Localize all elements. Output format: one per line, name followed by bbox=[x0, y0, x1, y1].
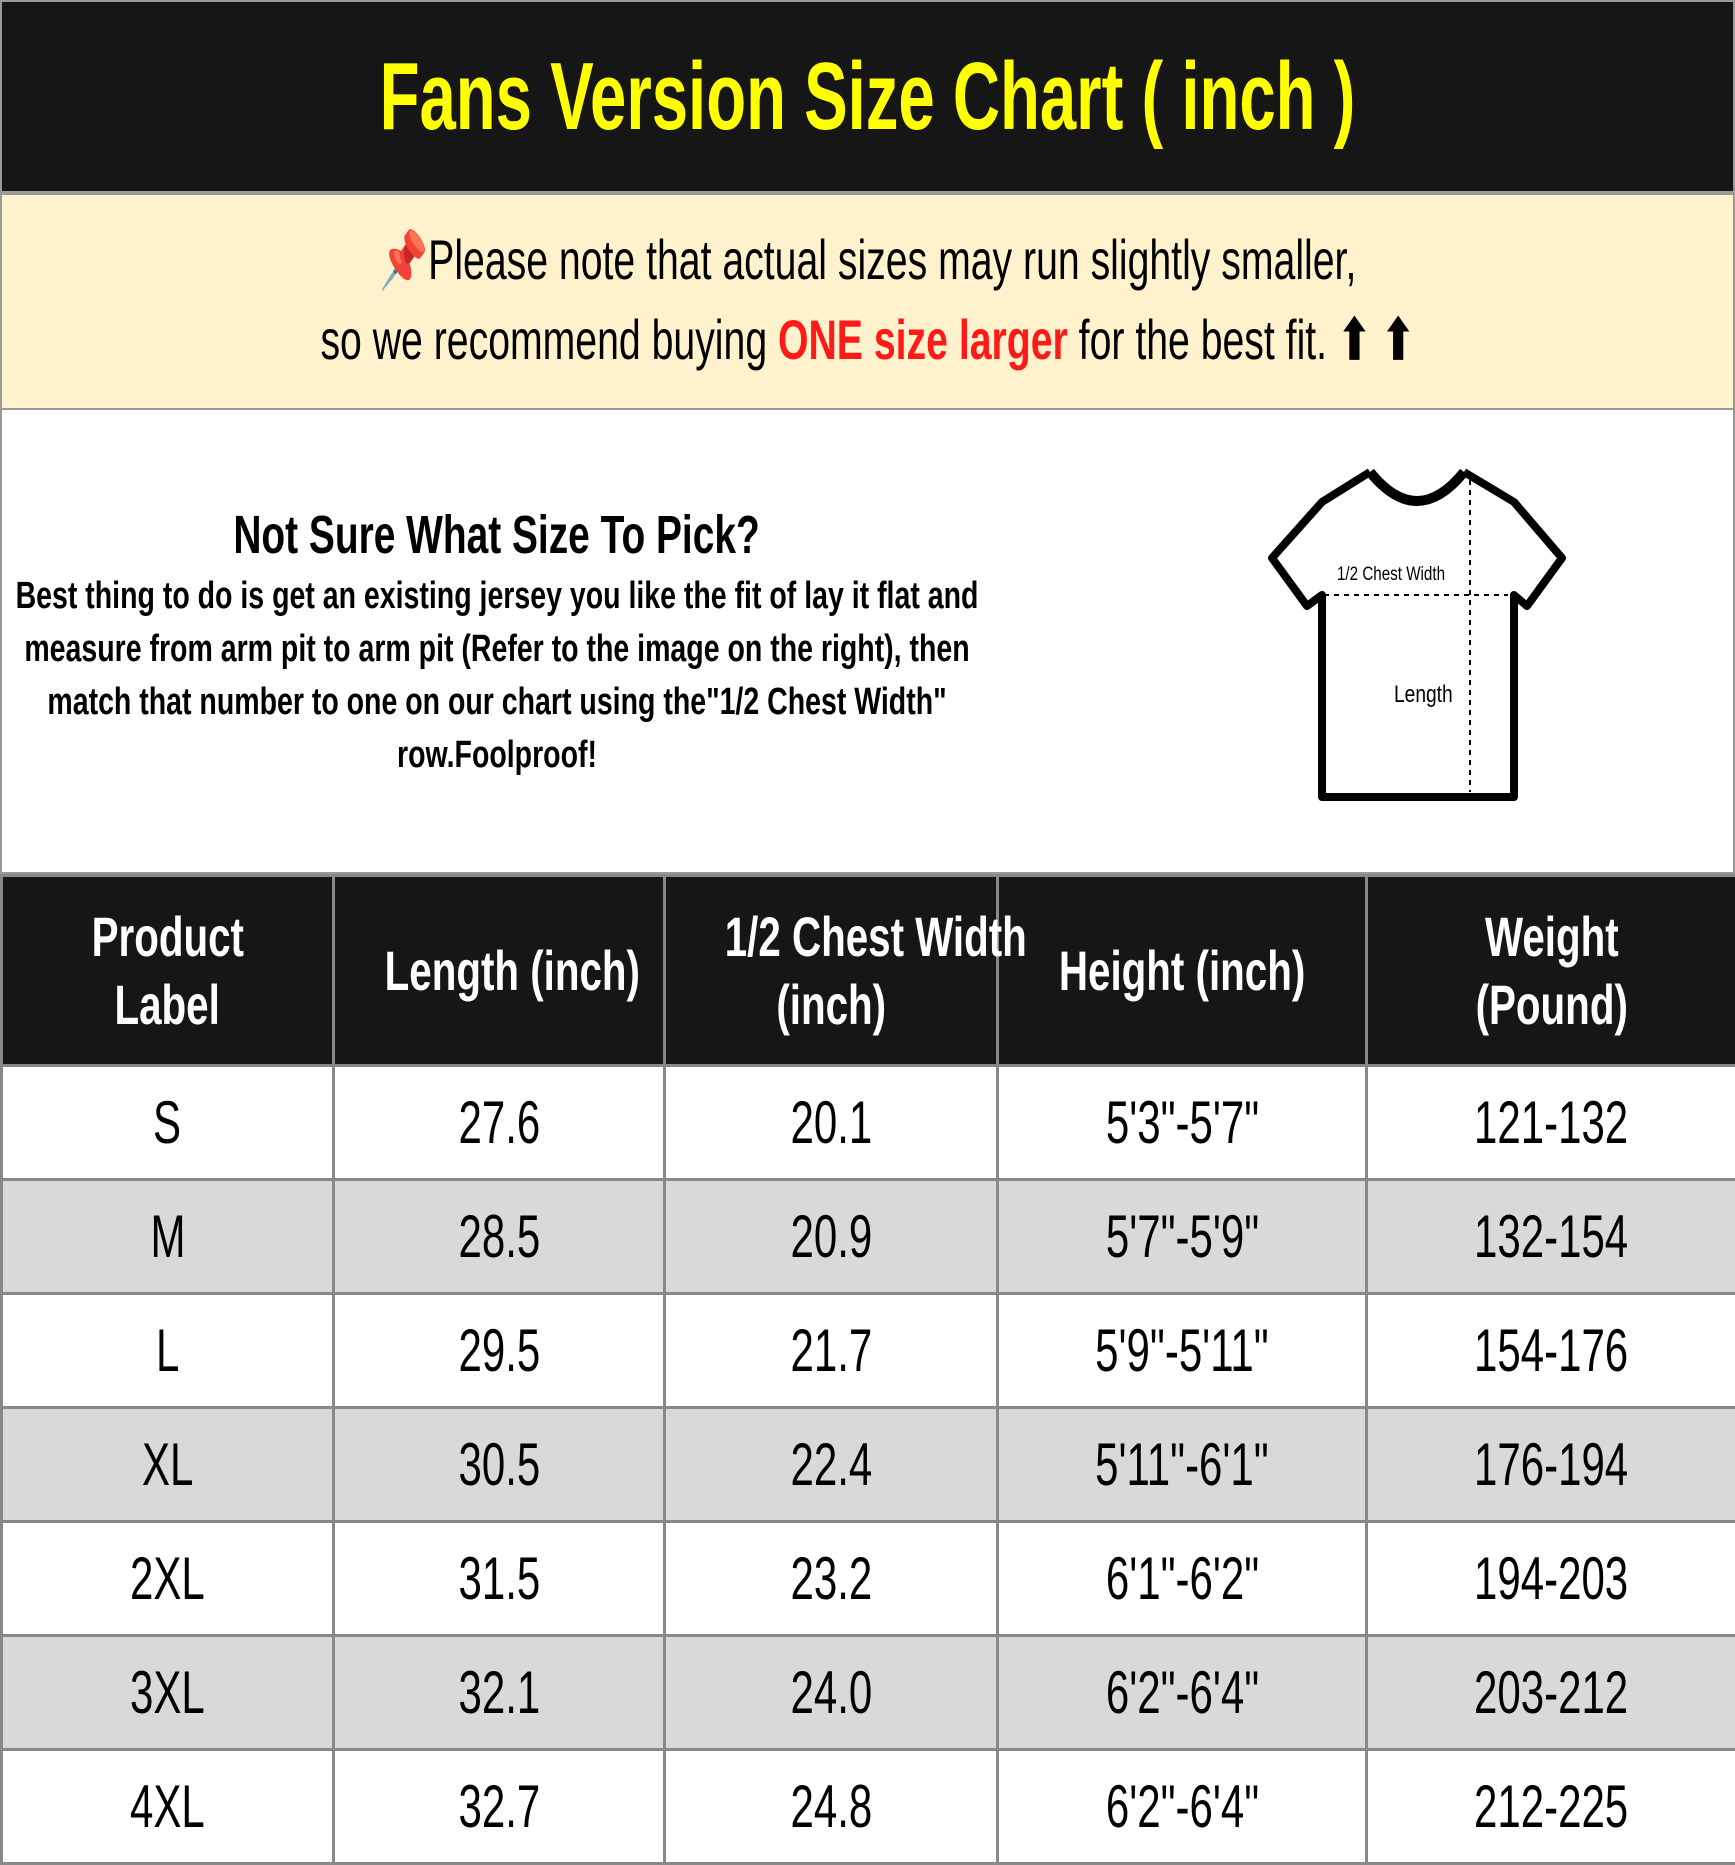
cell-length: 32.1 bbox=[334, 1636, 665, 1750]
cell-weight: 154-176 bbox=[1367, 1294, 1735, 1408]
cell-height: 6'2"-6'4" bbox=[998, 1636, 1367, 1750]
cell-chest-width: 20.9 bbox=[665, 1180, 998, 1294]
header-height: Height (inch) bbox=[998, 876, 1367, 1066]
cell-chest-width: 24.8 bbox=[665, 1750, 998, 1864]
cell-chest-width: 22.4 bbox=[665, 1408, 998, 1522]
cell-height: 5'11"-6'1" bbox=[998, 1408, 1367, 1522]
cell-size: 4XL bbox=[2, 1750, 334, 1864]
length-label: Length bbox=[1394, 680, 1453, 708]
cell-chest-width: 21.7 bbox=[665, 1294, 998, 1408]
tshirt-diagram: 1/2 Chest Width Length bbox=[1242, 440, 1642, 820]
cell-height: 5'9"-5'11" bbox=[998, 1294, 1367, 1408]
cell-length: 32.7 bbox=[334, 1750, 665, 1864]
cell-height: 5'3"-5'7" bbox=[998, 1066, 1367, 1180]
cell-length: 31.5 bbox=[334, 1522, 665, 1636]
cell-weight: 176-194 bbox=[1367, 1408, 1735, 1522]
header-length: Length (inch) bbox=[334, 876, 665, 1066]
help-heading: Not Sure What Size To Pick? bbox=[234, 500, 760, 570]
cell-weight: 203-212 bbox=[1367, 1636, 1735, 1750]
help-text: Best thing to do is get an existing jers… bbox=[2, 570, 992, 782]
cell-weight: 121-132 bbox=[1367, 1066, 1735, 1180]
cell-height: 5'7"-5'9" bbox=[998, 1180, 1367, 1294]
cell-length: 30.5 bbox=[334, 1408, 665, 1522]
size-note: 📌Please note that actual sizes may run s… bbox=[0, 193, 1735, 410]
page-title: Fans Version Size Chart ( inch ) bbox=[380, 42, 1356, 152]
chest-label: 1/2 Chest Width bbox=[1337, 562, 1445, 584]
measure-guide: Not Sure What Size To Pick? Best thing t… bbox=[0, 410, 1735, 874]
cell-length: 29.5 bbox=[334, 1294, 665, 1408]
title-banner: Fans Version Size Chart ( inch ) bbox=[0, 0, 1735, 193]
up-arrows-icon: ⬆ ⬆ bbox=[1338, 308, 1415, 371]
cell-size: 3XL bbox=[2, 1636, 334, 1750]
cell-weight: 132-154 bbox=[1367, 1180, 1735, 1294]
header-weight: Weight(Pound) bbox=[1367, 876, 1735, 1066]
cell-size: 2XL bbox=[2, 1522, 334, 1636]
cell-height: 6'2"-6'4" bbox=[998, 1750, 1367, 1864]
cell-size: XL bbox=[2, 1408, 334, 1522]
cell-weight: 212-225 bbox=[1367, 1750, 1735, 1864]
cell-length: 27.6 bbox=[334, 1066, 665, 1180]
cell-length: 28.5 bbox=[334, 1180, 665, 1294]
cell-chest-width: 24.0 bbox=[665, 1636, 998, 1750]
tshirt-neckline bbox=[1370, 472, 1464, 501]
cell-size: S bbox=[2, 1066, 334, 1180]
cell-size: L bbox=[2, 1294, 334, 1408]
cell-weight: 194-203 bbox=[1367, 1522, 1735, 1636]
pushpin-icon: 📌 bbox=[379, 228, 428, 291]
note-line-2: so we recommend buying bbox=[320, 308, 778, 371]
tshirt-outline bbox=[1272, 472, 1562, 797]
cell-height: 6'1"-6'2" bbox=[998, 1522, 1367, 1636]
cell-size: M bbox=[2, 1180, 334, 1294]
header-chest: 1/2 Chest Width(inch) bbox=[665, 876, 998, 1066]
cell-chest-width: 23.2 bbox=[665, 1522, 998, 1636]
note-line-1: Please note that actual sizes may run sl… bbox=[428, 228, 1356, 291]
note-highlight: ONE size larger bbox=[778, 308, 1068, 371]
note-line-2-end: for the best fit. bbox=[1068, 308, 1338, 371]
cell-chest-width: 20.1 bbox=[665, 1066, 998, 1180]
